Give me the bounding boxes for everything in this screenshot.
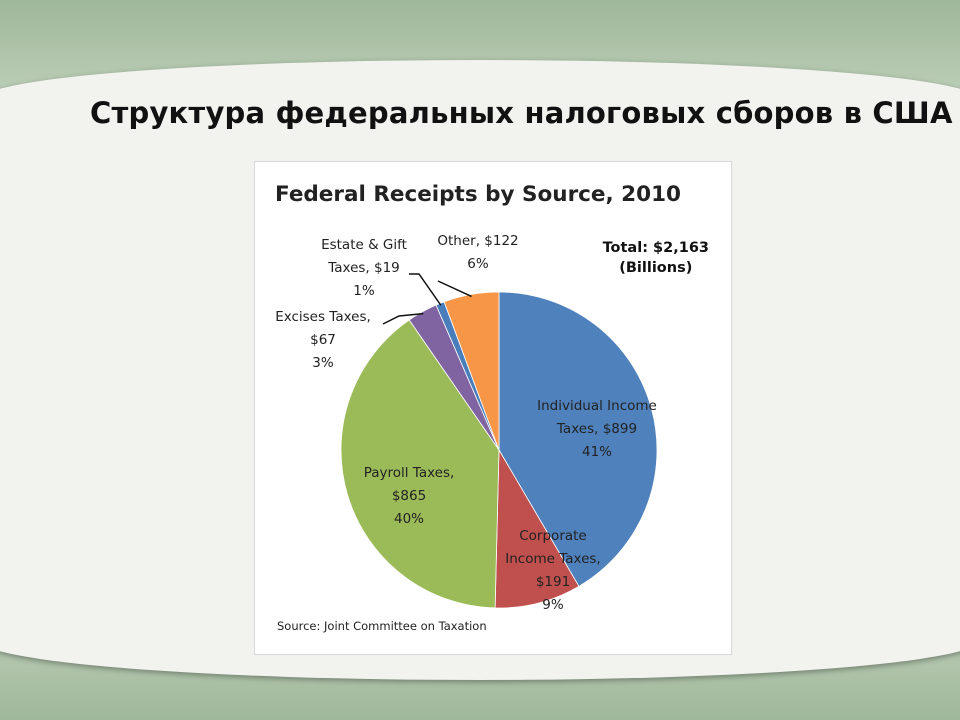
slice-label-individual-line-2: Taxes, $899 (556, 421, 638, 437)
pie-slice-other (443, 291, 500, 451)
chart-title: Federal Receipts by Source, 2010 (275, 182, 681, 207)
slice-label-excise: Excises Taxes, $67 3% (261, 306, 385, 375)
pie-slice-payroll (340, 319, 500, 609)
slice-label-individual-line-3: 41% (581, 444, 612, 460)
slice-label-excise-line-3: 3% (312, 355, 334, 371)
slice-label-estate-line-1: Estate & Gift (321, 237, 407, 253)
slice-label-corporate-line-4: 9% (542, 597, 564, 613)
leader-line-excise (382, 312, 424, 325)
chart-source: Source: Joint Committee on Taxation (277, 619, 487, 633)
slice-label-corporate: Corporate Income Taxes, $191 9% (483, 525, 623, 617)
leader-line-other (437, 280, 472, 298)
slice-label-corporate-line-1: Corporate (519, 528, 587, 544)
chart-container: Federal Receipts by Source, 2010 Total: … (254, 161, 732, 655)
total-label-amount: Total: $2,163 (602, 240, 709, 256)
total-label: Total: $2,163 (Billions) (603, 238, 709, 278)
slice-label-individual: Individual Income Taxes, $899 41% (507, 395, 687, 464)
slice-label-excise-line-2: $67 (310, 332, 336, 348)
slice-label-payroll-line-2: $865 (391, 488, 427, 504)
slice-label-corporate-line-3: $191 (535, 574, 571, 590)
pie-slice-individual (498, 291, 658, 587)
total-label-units: (Billions) (619, 260, 693, 276)
slice-label-excise-line-1: Excises Taxes, (275, 309, 371, 325)
slice-label-payroll-line-3: 40% (393, 511, 424, 527)
pie-chart (340, 273, 658, 609)
slice-label-individual-line-1: Individual Income (537, 398, 657, 414)
slice-label-payroll-line-1: Payroll Taxes, (363, 465, 455, 481)
slice-label-estate-line-3: 1% (353, 283, 375, 299)
leader-line-estate (409, 273, 442, 306)
slice-label-estate-line-2: Taxes, $19 (328, 260, 400, 276)
slice-label-corporate-line-2: Income Taxes, (505, 551, 601, 567)
pie-slice-corporate (494, 448, 580, 609)
slice-label-other-line-2: 6% (467, 256, 489, 272)
slice-label-other-line-1: Other, $122 (437, 233, 519, 249)
slide-title: Структура федеральных налоговых сборов в… (90, 96, 953, 130)
slice-label-estate: Estate & Gift Taxes, $19 1% (305, 234, 423, 303)
slice-label-other: Other, $122 6% (425, 230, 531, 276)
slice-label-payroll: Payroll Taxes, $865 40% (341, 462, 477, 531)
